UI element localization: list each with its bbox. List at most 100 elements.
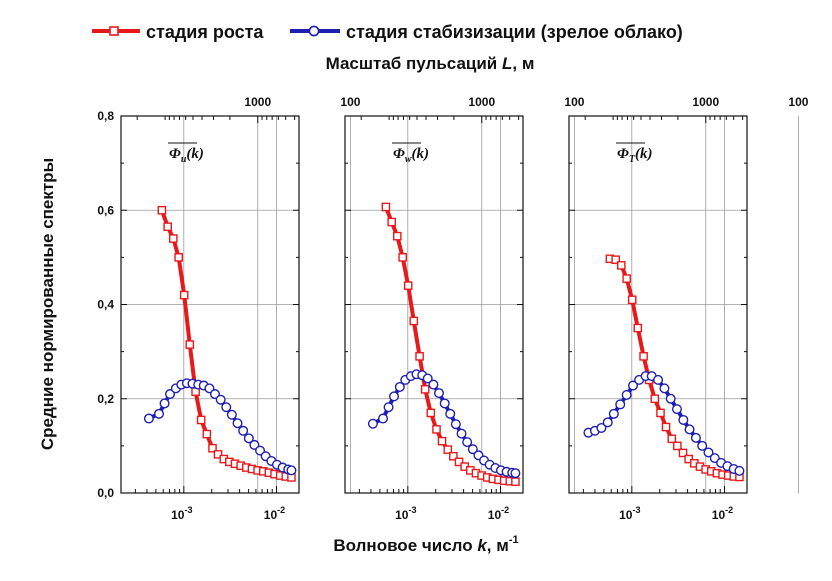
data-point-mature <box>439 398 450 409</box>
top-tick-label: 1000 <box>244 95 271 109</box>
x-tick-label-exp: -2 <box>501 505 509 515</box>
x-tick-label-base: 10 <box>264 508 278 522</box>
x-tick-label: 10-2 <box>712 505 733 522</box>
data-point-mature <box>450 419 461 430</box>
data-point-mature <box>671 404 682 415</box>
data-point-growth <box>381 202 391 212</box>
data-point-growth <box>673 441 682 451</box>
data-point-growth <box>616 261 626 270</box>
data-point-mature <box>608 408 619 419</box>
data-point-mature <box>389 391 400 402</box>
data-point-mature <box>653 374 664 385</box>
data-point-mature <box>433 388 444 399</box>
data-point-growth <box>163 222 172 232</box>
top-axis-title: Масштаб пульсаций L, м <box>326 54 535 73</box>
data-point-mature <box>221 402 232 413</box>
data-point-growth <box>398 253 407 262</box>
data-point-mature <box>456 428 467 439</box>
data-point-growth <box>420 385 430 394</box>
y-tick-label: 0,8 <box>97 109 114 123</box>
data-point-mature <box>602 417 613 428</box>
x-tick-label: 10-3 <box>171 505 192 522</box>
data-point-growth <box>213 450 223 459</box>
top-axis-title-prefix: Масштаб пульсаций <box>326 54 502 73</box>
data-point-mature <box>615 399 626 410</box>
data-point-growth <box>678 448 688 458</box>
data-point-mature <box>383 402 394 413</box>
data-point-growth <box>185 340 195 349</box>
data-point-growth <box>157 205 167 215</box>
panel-label-sub: w <box>405 154 412 165</box>
x-tick-label-exp: -3 <box>184 505 192 515</box>
data-point-mature <box>286 465 297 476</box>
bottom-axis-title-symbol: k <box>477 536 488 555</box>
data-point-mature <box>165 389 176 400</box>
x-tick-label-exp: -3 <box>632 505 640 515</box>
y-tick-label: 0,6 <box>97 203 114 217</box>
y-axis-title: Средние нормированные спектры <box>38 158 57 450</box>
top-axis-title-suffix: , м <box>512 54 534 73</box>
data-point-mature <box>510 468 521 479</box>
data-point-mature <box>394 381 405 392</box>
legend-label-growth: стадия роста <box>146 22 264 42</box>
data-point-growth <box>432 425 441 434</box>
panel-frame <box>568 115 748 494</box>
data-point-mature <box>143 413 154 424</box>
x-tick-label-base: 10 <box>395 508 409 522</box>
data-point-growth <box>511 477 520 486</box>
data-point-growth <box>426 408 436 418</box>
data-point-growth <box>202 429 212 439</box>
panel-label-arg: (k) <box>412 146 430 162</box>
legend-marker-growth <box>109 26 119 36</box>
data-point-mature <box>238 425 249 436</box>
data-point-growth <box>633 323 643 333</box>
data-point-growth <box>168 234 178 243</box>
y-tick-label: 0,0 <box>97 486 114 500</box>
x-tick-label-exp: -2 <box>277 505 285 515</box>
bottom-axis-title-suffix: , м <box>487 536 509 555</box>
panel-label: Φu(k) <box>169 146 204 165</box>
data-point-mature <box>462 437 473 448</box>
data-point-mature <box>659 383 670 394</box>
data-point-growth <box>611 255 620 265</box>
data-point-mature <box>467 444 478 455</box>
data-point-growth <box>627 295 637 305</box>
data-point-mature <box>159 398 170 409</box>
data-point-growth <box>650 394 660 404</box>
data-point-mature <box>621 389 632 400</box>
data-point-mature <box>684 424 695 435</box>
x-tick-label-exp: -2 <box>725 505 733 515</box>
panel-label-sub: u <box>181 154 187 165</box>
data-point-growth <box>667 434 677 444</box>
x-tick-label: 10-2 <box>488 505 509 522</box>
x-tick-label: 10-2 <box>264 505 285 522</box>
data-point-growth <box>639 352 648 361</box>
top-tick-label: 100 <box>564 95 584 109</box>
series-line-growth <box>384 206 516 484</box>
data-point-growth <box>409 316 419 326</box>
data-point-mature <box>678 414 689 425</box>
top-tick-label: 100 <box>340 95 360 109</box>
panel-label-arg: (k) <box>186 146 204 162</box>
panel-label-arg: (k) <box>635 146 653 162</box>
data-point-mature <box>232 418 243 429</box>
data-point-growth <box>656 408 665 418</box>
panel-label-symbol: Φ <box>617 146 629 162</box>
x-tick-label: 10-3 <box>619 505 640 522</box>
data-point-mature <box>226 409 237 420</box>
data-point-growth <box>454 457 464 467</box>
series-line-mature <box>371 372 516 476</box>
panel-label-symbol: Φ <box>169 146 181 162</box>
bottom-axis-title: Волновое число k, м-1 <box>333 534 518 555</box>
data-point-mature <box>243 433 254 444</box>
data-point-mature <box>154 408 165 419</box>
data-point-mature <box>627 380 638 391</box>
data-point-growth <box>387 217 396 227</box>
bottom-axis-title-prefix: Волновое число <box>333 536 477 555</box>
data-point-mature <box>690 432 701 443</box>
